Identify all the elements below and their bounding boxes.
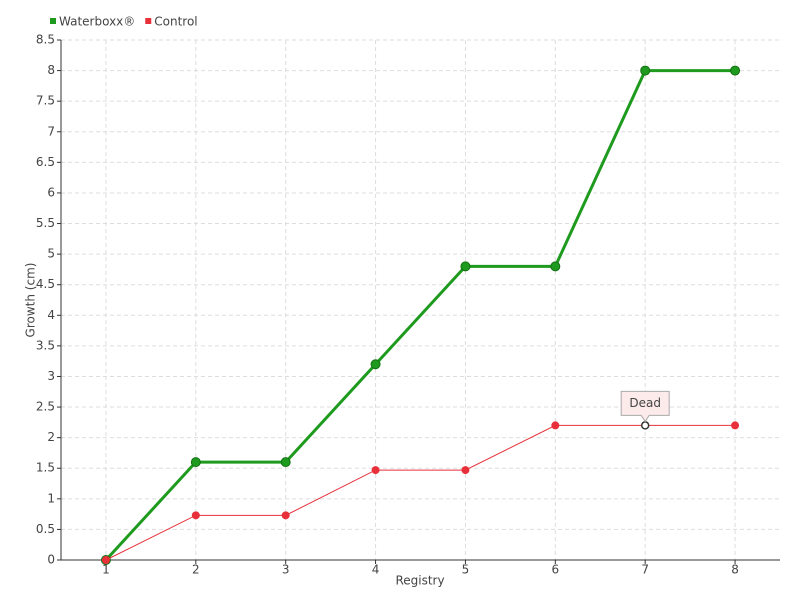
x-tick-label: 5 [462,563,470,577]
legend-label: Control [154,15,197,29]
data-point [280,457,291,468]
x-tick-label: 2 [192,563,200,577]
data-point [551,421,560,430]
series-line [104,69,736,562]
y-tick-label: 1 [47,491,55,505]
legend-swatch [145,18,152,24]
x-tick-label: 6 [551,563,559,577]
y-tick-label: 0 [47,553,55,567]
data-point [370,359,381,370]
legend-swatch [50,18,56,24]
y-tick-label: 2 [47,430,55,444]
y-tick-label: 5 [47,247,55,261]
data-point [281,511,290,520]
y-tick-label: 6 [47,185,55,199]
annotation: Dead [629,396,661,410]
data-point [460,261,471,272]
y-tick-label: 8.5 [36,33,55,47]
data-point [190,457,201,468]
y-tick-label: 4.5 [36,277,55,291]
x-tick-label: 3 [282,563,290,577]
x-tick-label: 1 [102,563,110,577]
y-tick-label: 5.5 [36,216,55,230]
data-point [461,466,470,475]
x-tick-label: 4 [372,563,380,577]
annotation-box [620,390,670,423]
data-point [731,421,740,430]
series-line [105,424,736,561]
y-tick-label: 8 [47,63,55,77]
y-tick-label: 3 [47,369,55,383]
y-tick-label: 2.5 [36,400,55,414]
data-point [371,466,380,475]
x-tick-label: 7 [641,563,649,577]
y-axis-label: Growth (cm) [24,263,38,338]
data-point [101,556,110,564]
data-point [730,65,741,76]
data-point [191,511,200,520]
legend-label: Waterboxx® [59,15,135,29]
y-tick-label: 4 [47,308,55,322]
y-tick-label: 0.5 [36,522,55,536]
data-point [550,261,561,272]
data-point [640,421,650,430]
data-point [640,65,651,76]
y-tick-label: 6.5 [36,155,55,169]
x-axis-label: Registry [395,574,444,588]
y-tick-label: 1.5 [36,461,55,475]
y-tick-label: 7.5 [36,94,55,108]
y-tick-label: 3.5 [36,338,55,352]
x-tick-label: 8 [731,563,739,577]
y-tick-label: 7 [47,124,55,138]
